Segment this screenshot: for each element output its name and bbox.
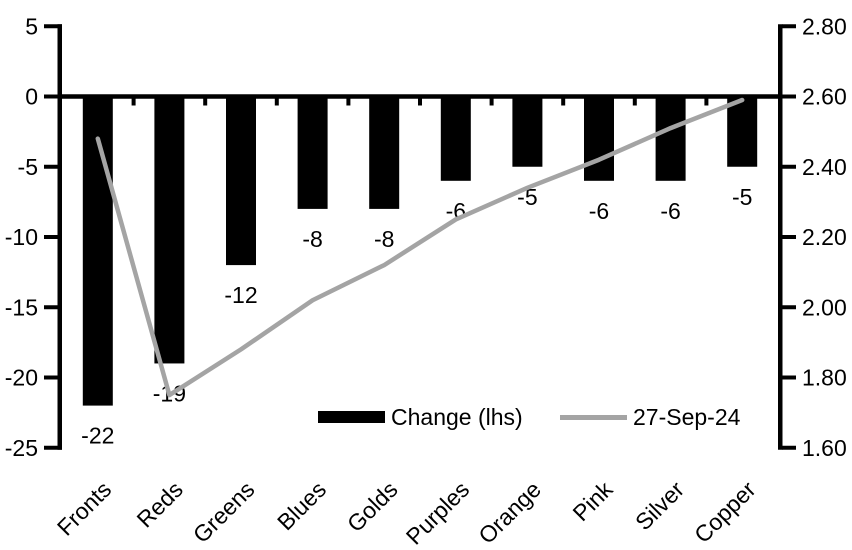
bar-value-label: -22 [81, 423, 114, 449]
category-label: Purples [401, 476, 475, 550]
category-label: Reds [132, 476, 188, 532]
legend-bar-label: Change (lhs) [391, 404, 523, 430]
bar [440, 96, 471, 181]
x-axis-tick [632, 98, 637, 106]
left-axis-tick [44, 94, 62, 99]
right-axis-tick [782, 445, 796, 450]
x-axis-tick [346, 98, 351, 106]
bar [154, 96, 185, 364]
left-axis-tick-label: -20 [5, 365, 38, 391]
category-label: Silver [630, 476, 689, 535]
right-axis-tick-label: 1.80 [802, 365, 847, 391]
right-axis-tick [782, 164, 796, 169]
left-axis-tick-label: 0 [25, 84, 38, 110]
bar-value-label: -5 [732, 184, 752, 210]
right-axis-tick-label: 2.40 [802, 154, 847, 180]
bar-value-label: -8 [374, 226, 394, 252]
bar [655, 96, 686, 181]
left-axis-tick-label: -15 [5, 294, 38, 320]
bar-value-label: -12 [224, 282, 257, 308]
category-label: Copper [689, 476, 761, 548]
right-axis-tick [782, 94, 796, 99]
right-axis-tick-label: 2.00 [802, 294, 847, 320]
bar-value-label: -6 [660, 198, 680, 224]
category-label: Greens [188, 476, 260, 548]
category-label: Pink [568, 476, 618, 526]
category-label: Golds [342, 476, 403, 537]
x-axis-tick [203, 98, 208, 106]
bar-value-label: -8 [302, 226, 322, 252]
left-axis-tick [44, 375, 62, 380]
left-axis-tick [44, 305, 62, 310]
right-axis-tick-label: 2.60 [802, 84, 847, 110]
left-axis-tick [44, 445, 62, 450]
left-axis-tick [44, 235, 62, 239]
x-axis-tick [274, 98, 279, 106]
bar [727, 96, 758, 167]
bar-value-label: -6 [589, 198, 609, 224]
category-label: Blues [272, 476, 331, 535]
right-axis-tick [782, 24, 796, 29]
x-axis-tick [561, 98, 566, 106]
zero-line [57, 94, 783, 99]
right-axis-line [778, 24, 783, 450]
right-axis-tick [782, 235, 796, 239]
bar [82, 96, 113, 406]
right-axis-tick-label: 2.20 [802, 224, 847, 250]
left-axis-tick [44, 24, 62, 29]
line-series [95, 97, 745, 398]
left-axis-tick-label: -10 [5, 224, 38, 250]
left-axis-tick-label: -5 [18, 154, 38, 180]
right-axis-tick [782, 305, 796, 310]
left-axis-tick-label: 5 [25, 13, 38, 39]
right-axis-tick [782, 375, 796, 380]
legend-bar-swatch [318, 411, 385, 423]
x-axis-tick [131, 98, 136, 106]
left-axis-tick-label: -25 [5, 435, 38, 461]
legend-line-label: 27-Sep-24 [633, 404, 741, 430]
right-axis-tick-label: 2.80 [802, 13, 847, 39]
legend-line-swatch [560, 415, 627, 420]
bar [226, 96, 256, 266]
bar [297, 96, 328, 209]
x-axis-tick [418, 98, 422, 106]
x-axis-tick [489, 98, 494, 106]
bar [584, 96, 614, 181]
right-axis-tick-label: 1.60 [802, 435, 847, 461]
bar [369, 96, 400, 209]
category-label: Orange [473, 476, 546, 549]
x-axis-tick [704, 98, 709, 106]
bar [512, 96, 543, 167]
category-label: Fronts [52, 476, 116, 540]
left-axis-tick [44, 164, 62, 169]
